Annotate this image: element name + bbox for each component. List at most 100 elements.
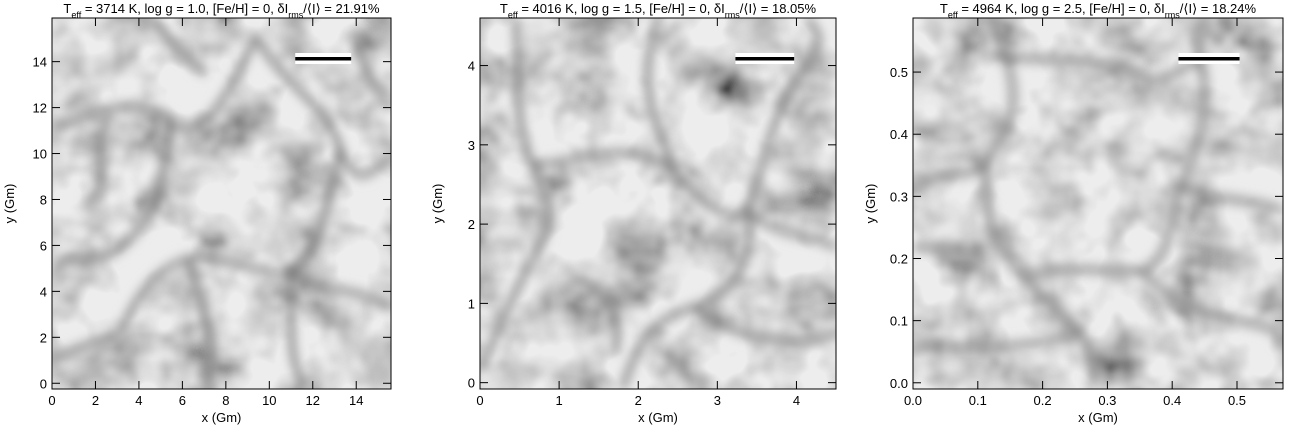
dark-lane <box>52 333 120 359</box>
dark-lane <box>694 307 836 340</box>
y-tick-label: 0.1 <box>890 314 908 329</box>
title-part: = 3714 K, log g = 1.0, [Fe/H] = 0, δI <box>81 1 288 16</box>
x-tick-label: 0.3 <box>1098 393 1116 408</box>
dark-lane <box>569 278 617 352</box>
x-tick-label: 4 <box>135 393 142 408</box>
y-axis-label: y (Gm) <box>863 184 878 224</box>
title-part: T <box>940 1 948 16</box>
dark-lane <box>480 18 549 370</box>
dark-lane <box>987 55 1202 80</box>
x-tick-label: 0 <box>476 393 483 408</box>
y-tick-label: 1 <box>468 296 475 311</box>
title-part: eff <box>71 10 81 20</box>
image-texture <box>52 18 391 389</box>
dark-lane <box>747 211 836 248</box>
dark-lane <box>188 259 212 389</box>
panel: 0 2 4 6 8 10 12 14 0 2 4 6 8 10 12 14 x (Gm) y (Gm) Teff =… <box>2 1 392 425</box>
y-tick-label: 0.0 <box>890 376 908 391</box>
x-tick-label: 0.4 <box>1163 393 1181 408</box>
title-part: T <box>500 1 508 16</box>
dark-lane <box>154 18 205 74</box>
x-tick-label: 6 <box>179 393 186 408</box>
panel-title: Teff = 4964 K, log g = 2.5, [Fe/H] = 0, … <box>940 1 1257 20</box>
title-part: /⟨I⟩ = 21.91% <box>303 1 380 16</box>
dark-lane <box>986 159 1096 389</box>
y-tick-label: 6 <box>40 238 47 253</box>
x-tick-label: 2 <box>92 393 99 408</box>
title-part: T <box>63 1 71 16</box>
dark-lane <box>289 270 306 389</box>
scale-bar-black <box>1178 57 1240 61</box>
x-tick-label: 10 <box>262 393 276 408</box>
x-axis-label: x (Gm) <box>202 410 242 425</box>
x-tick-label: 0 <box>48 393 55 408</box>
y-tick-label: 4 <box>468 59 475 74</box>
x-tick-label: 0.0 <box>904 393 922 408</box>
dark-lane <box>648 16 676 174</box>
dark-lane <box>1179 185 1283 211</box>
title-part: = 4016 K, log g = 1.5, [Fe/H] = 0, δI <box>518 1 725 16</box>
dark-lane <box>913 246 987 251</box>
title-part: /⟨I⟩ = 18.24% <box>1180 1 1257 16</box>
x-tick-label: 1 <box>555 393 562 408</box>
y-tick-label: 8 <box>40 192 47 207</box>
dark-lane <box>289 270 391 307</box>
title-part: eff <box>508 10 518 20</box>
dark-lane <box>52 122 171 278</box>
x-tick-label: 0.5 <box>1228 393 1246 408</box>
panel: 0 1 2 3 4 0 1 2 3 4 x (Gm) y (Gm) Teff = 4016 K, log… <box>430 1 837 425</box>
dark-lane <box>120 148 340 334</box>
plot-frame <box>912 17 1284 390</box>
granulation-image <box>913 15 1283 389</box>
lanes <box>52 18 391 389</box>
x-tick-label: 4 <box>793 393 800 408</box>
dark-lane <box>913 15 1013 185</box>
x-axis-label: x (Gm) <box>638 410 678 425</box>
y-tick-label: 14 <box>33 55 47 70</box>
y-tick-label: 10 <box>33 147 47 162</box>
panel-title: Teff = 4016 K, log g = 1.5, [Fe/H] = 0, … <box>500 1 817 20</box>
y-tick-label: 0.2 <box>890 251 908 266</box>
x-tick-label: 2 <box>635 393 642 408</box>
x-tick-label: 12 <box>306 393 320 408</box>
y-tick-label: 0.4 <box>890 127 908 142</box>
title-part: eff <box>948 10 958 20</box>
granulation-image <box>52 18 391 389</box>
dark-lane <box>1142 270 1283 344</box>
panel: 0.0 0.1 0.2 0.3 0.4 0.5 0.0 0.1 0.2 0.3 0.4 0.5 x (G… <box>863 1 1284 425</box>
y-tick-label: 0 <box>40 376 47 391</box>
dark-lane <box>913 333 1080 347</box>
plot-frame <box>51 17 392 390</box>
x-tick-label: 14 <box>349 393 363 408</box>
lanes <box>480 16 836 389</box>
y-axis-label: y (Gm) <box>2 184 17 224</box>
scale-bar-black <box>735 57 795 61</box>
scale-bar-black <box>295 57 352 61</box>
title-part: rms <box>288 10 303 20</box>
y-tick-label: 0.5 <box>890 65 908 80</box>
dark-lane <box>1179 18 1209 185</box>
x-tick-label: 0.1 <box>969 393 987 408</box>
x-tick-label: 0.2 <box>1034 393 1052 408</box>
image-texture <box>913 18 1283 389</box>
lanes <box>913 15 1283 389</box>
title-part: rms <box>1165 10 1180 20</box>
dark-lane <box>357 37 391 93</box>
title-part: = 4964 K, log g = 2.5, [Fe/H] = 0, δI <box>958 1 1165 16</box>
y-tick-label: 0 <box>468 376 475 391</box>
dark-lane <box>747 18 819 211</box>
y-tick-label: 4 <box>40 284 47 299</box>
x-tick-label: 8 <box>222 393 229 408</box>
x-axis-label: x (Gm) <box>1078 410 1118 425</box>
plot-frame <box>479 17 837 390</box>
title-part: rms <box>725 10 740 20</box>
dark-lane <box>86 129 103 203</box>
title-part: /⟨I⟩ = 18.05% <box>740 1 817 16</box>
granulation-image <box>480 16 836 389</box>
panel-title: Teff = 3714 K, log g = 1.0, [Fe/H] = 0, … <box>63 1 380 20</box>
dark-lane <box>255 37 391 175</box>
y-axis-label: y (Gm) <box>430 184 445 224</box>
y-tick-label: 2 <box>468 217 475 232</box>
y-tick-label: 3 <box>468 138 475 153</box>
